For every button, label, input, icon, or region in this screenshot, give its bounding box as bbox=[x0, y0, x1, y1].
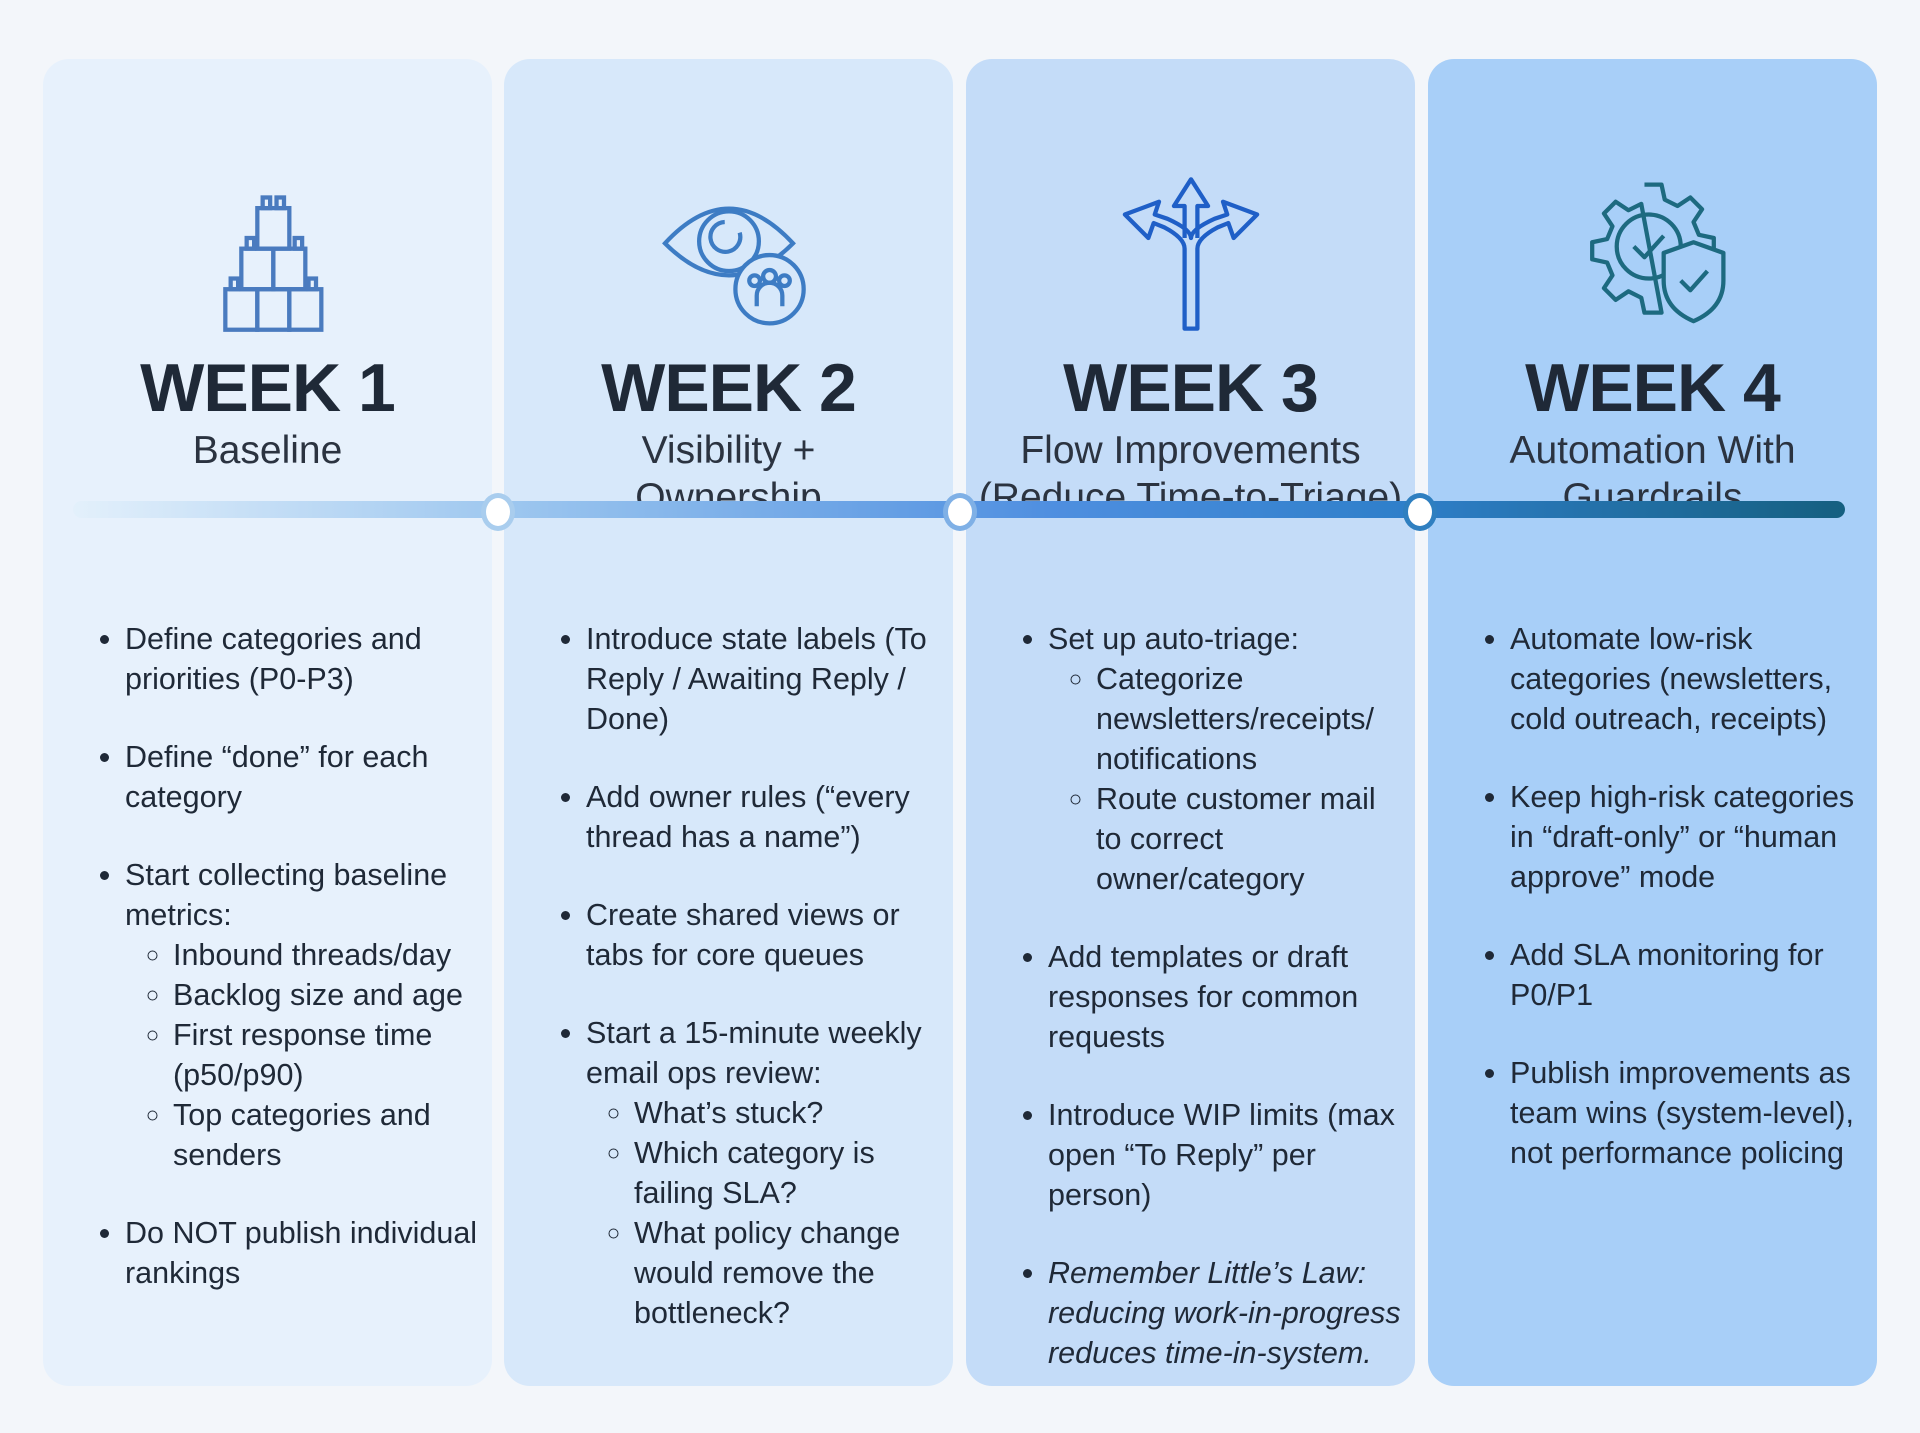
task-item: Introduce WIP limits (max open “To Reply… bbox=[1048, 1095, 1401, 1215]
task-item: Start collecting baseline metrics:Inboun… bbox=[125, 855, 478, 1175]
task-item: Create shared views or tabs for core que… bbox=[586, 895, 939, 975]
task-item: Automate low-risk categories (newsletter… bbox=[1510, 619, 1863, 739]
subtitle-line: Baseline bbox=[192, 429, 343, 472]
subtitle-line: Automation With bbox=[1509, 429, 1796, 472]
subtask-item: Categorize newsletters/receipts/ notific… bbox=[1096, 659, 1401, 779]
task-text: Automate low-risk categories (newsletter… bbox=[1510, 622, 1833, 736]
task-text: Remember Little’s Law: reducing work-in-… bbox=[1048, 1256, 1401, 1370]
task-text: Start collecting baseline metrics: bbox=[125, 858, 448, 932]
task-item: Remember Little’s Law: reducing work-in-… bbox=[1048, 1253, 1401, 1373]
week-title: WEEK 3 bbox=[1063, 350, 1319, 426]
subtask-list: Inbound threads/dayBacklog size and ageF… bbox=[125, 935, 478, 1175]
task-list: Automate low-risk categories (newsletter… bbox=[1462, 619, 1863, 1211]
task-item: Start a 15-minute weekly email ops revie… bbox=[586, 1013, 939, 1333]
task-item: Add owner rules (“every thread has a nam… bbox=[586, 777, 939, 857]
subtask-item: What’s stuck? bbox=[634, 1093, 939, 1133]
subtitle-line: Flow Improvements bbox=[1020, 429, 1361, 472]
subtask-item: What policy change would remove the bott… bbox=[634, 1213, 939, 1333]
task-item: Set up auto-triage:Categorize newsletter… bbox=[1048, 619, 1401, 899]
subtask-item: Inbound threads/day bbox=[173, 935, 478, 975]
week-title: WEEK 4 bbox=[1525, 350, 1781, 426]
eye-team-icon bbox=[661, 206, 806, 326]
task-text: Add templates or draft responses for com… bbox=[1048, 940, 1359, 1054]
task-text: Define “done” for each category bbox=[125, 740, 429, 814]
timeline-node bbox=[1403, 493, 1437, 531]
task-item: Introduce state labels (To Reply / Await… bbox=[586, 619, 939, 739]
subtask-item: First response time (p50/p90) bbox=[173, 1015, 478, 1095]
subtask-item: Route customer mail to correct owner/cat… bbox=[1096, 779, 1401, 899]
task-item: Publish improvements as team wins (syste… bbox=[1510, 1053, 1863, 1173]
task-text: Define categories and priorities (P0-P3) bbox=[125, 622, 422, 696]
task-list: Introduce state labels (To Reply / Await… bbox=[538, 619, 939, 1371]
task-text: Publish improvements as team wins (syste… bbox=[1510, 1056, 1855, 1170]
task-item: Define categories and priorities (P0-P3) bbox=[125, 619, 478, 699]
task-text: Introduce state labels (To Reply / Await… bbox=[586, 622, 927, 736]
week-title: WEEK 2 bbox=[601, 350, 857, 426]
split-arrows-icon bbox=[1122, 177, 1259, 331]
gear-shield-check-icon bbox=[1589, 182, 1726, 324]
task-text: Keep high-risk categories in “draft-only… bbox=[1510, 780, 1855, 894]
task-text: Create shared views or tabs for core que… bbox=[586, 898, 900, 972]
task-item: Keep high-risk categories in “draft-only… bbox=[1510, 777, 1863, 897]
task-list: Set up auto-triage:Categorize newsletter… bbox=[1000, 619, 1401, 1411]
task-text: Start a 15-minute weekly email ops revie… bbox=[586, 1016, 922, 1090]
task-text: Add SLA monitoring for P0/P1 bbox=[1510, 938, 1824, 1012]
task-text: Introduce WIP limits (max open “To Reply… bbox=[1048, 1098, 1395, 1212]
task-text: Add owner rules (“every thread has a nam… bbox=[586, 780, 910, 854]
task-item: Add SLA monitoring for P0/P1 bbox=[1510, 935, 1863, 1015]
building-blocks-icon bbox=[222, 195, 323, 332]
subtask-item: Backlog size and age bbox=[173, 975, 478, 1015]
week-subtitle: Baseline bbox=[43, 427, 492, 474]
subtask-list: Categorize newsletters/receipts/ notific… bbox=[1048, 659, 1401, 899]
timeline-node bbox=[943, 493, 977, 531]
task-item: Add templates or draft responses for com… bbox=[1048, 937, 1401, 1057]
week-3-column: WEEK 3 Flow Improvements (Reduce Time-to-T… bbox=[966, 59, 1415, 1386]
task-text: Set up auto-triage: bbox=[1048, 622, 1299, 656]
timeline-node bbox=[481, 493, 515, 531]
subtask-item: Which category is failing SLA? bbox=[634, 1133, 939, 1213]
task-text: Do NOT publish individual rankings bbox=[125, 1216, 478, 1290]
task-list: Define categories and priorities (P0-P3)… bbox=[77, 619, 478, 1331]
subtitle-line: Visibility + bbox=[641, 429, 816, 472]
subtask-item: Top categories and senders bbox=[173, 1095, 478, 1175]
task-item: Do NOT publish individual rankings bbox=[125, 1213, 478, 1293]
week-title: WEEK 1 bbox=[140, 350, 396, 426]
task-item: Define “done” for each category bbox=[125, 737, 478, 817]
subtask-list: What’s stuck?Which category is failing S… bbox=[586, 1093, 939, 1333]
